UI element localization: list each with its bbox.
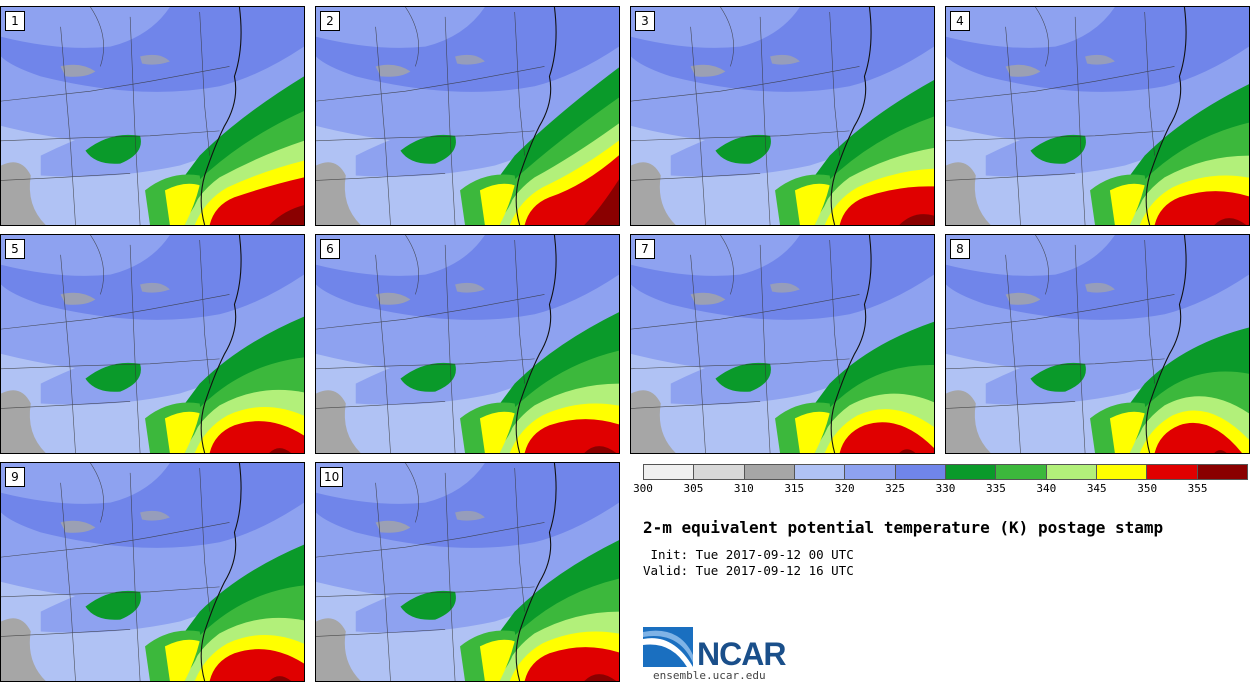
colorbar-tick-label: 350 <box>1137 482 1158 495</box>
colorbar-segment <box>694 465 745 479</box>
colorbar-tick-label: 345 <box>1086 482 1107 495</box>
ensemble-member-map: 2 <box>315 6 620 226</box>
colorbar-tick-label: 330 <box>935 482 956 495</box>
member-number-label: 4 <box>950 11 970 31</box>
colorbar-segment <box>1197 465 1247 479</box>
colorbar-tick-label: 325 <box>885 482 906 495</box>
colorbar-segment <box>794 465 846 479</box>
ensemble-member-map: 5 <box>0 234 305 454</box>
ncar-logo-icon <box>643 627 693 667</box>
member-number-label: 2 <box>320 11 340 31</box>
member-number-label: 10 <box>320 467 344 487</box>
colorbar-segment <box>996 465 1047 479</box>
colorbar-segment <box>895 465 946 479</box>
colorbar-segment <box>845 465 896 479</box>
colorbar-tick-label: 305 <box>683 482 704 495</box>
colorbar-tick-label: 300 <box>633 482 653 495</box>
colorbar-tick-label: 315 <box>784 482 805 495</box>
colorbar-tick-label: 310 <box>733 482 754 495</box>
colorbar-segment <box>644 465 695 479</box>
init-time: Init: Tue 2017-09-12 00 UTC <box>643 547 854 562</box>
ncar-logo-text: NCAR <box>697 636 786 672</box>
member-number-label: 5 <box>5 239 25 259</box>
colorbar-segment <box>1046 465 1097 479</box>
ensemble-member-map: 1 <box>0 6 305 226</box>
colorbar-segment <box>1147 465 1198 479</box>
member-number-label: 6 <box>320 239 340 259</box>
ensemble-member-map: 8 <box>945 234 1250 454</box>
member-number-label: 3 <box>635 11 655 31</box>
member-number-label: 7 <box>635 239 655 259</box>
ncar-url: ensemble.ucar.edu <box>653 669 766 682</box>
ensemble-member-map: 10 <box>315 462 620 682</box>
ensemble-member-map: 7 <box>630 234 935 454</box>
figure-title: 2-m equivalent potential temperature (K)… <box>643 518 1164 537</box>
colorbar-segment <box>945 465 997 479</box>
colorbar-tick-label: 320 <box>834 482 855 495</box>
colorbar-tick-label: 335 <box>985 482 1006 495</box>
valid-time: Valid: Tue 2017-09-12 16 UTC <box>643 563 854 578</box>
colorbar-tick-label: 355 <box>1187 482 1208 495</box>
ensemble-member-map: 9 <box>0 462 305 682</box>
member-number-label: 8 <box>950 239 970 259</box>
colorbar-segment <box>744 465 795 479</box>
member-number-label: 9 <box>5 467 25 487</box>
member-number-label: 1 <box>5 11 25 31</box>
colorbar-segment <box>1096 465 1148 479</box>
colorbar <box>643 464 1248 480</box>
colorbar-tick-label: 340 <box>1036 482 1057 495</box>
ensemble-member-map: 6 <box>315 234 620 454</box>
ensemble-member-map: 3 <box>630 6 935 226</box>
ensemble-member-map: 4 <box>945 6 1250 226</box>
